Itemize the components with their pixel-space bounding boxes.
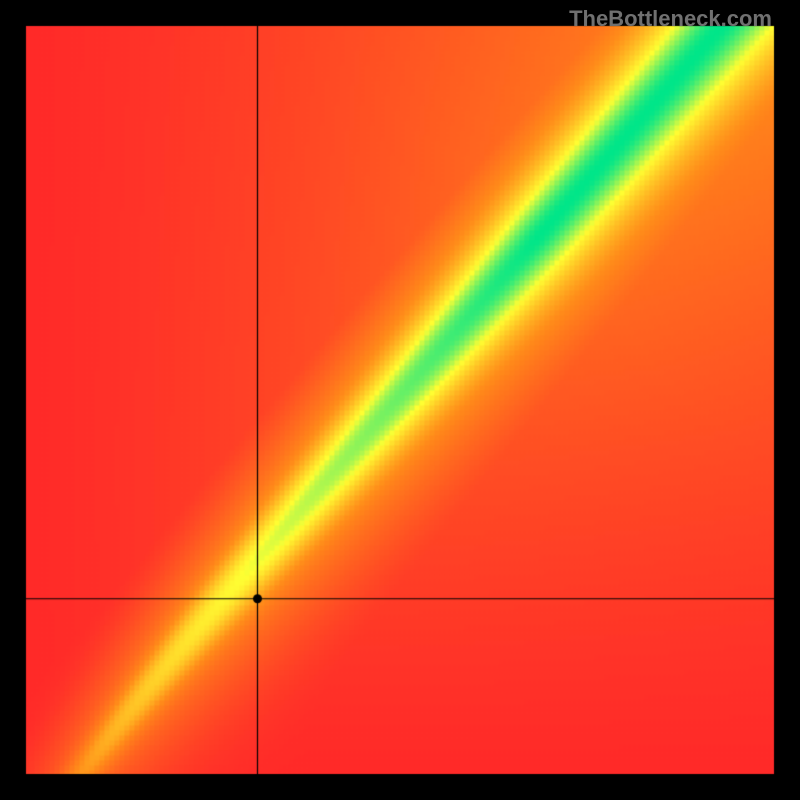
- heatmap-canvas: [0, 0, 800, 800]
- watermark-text: TheBottleneck.com: [569, 6, 772, 32]
- chart-container: TheBottleneck.com: [0, 0, 800, 800]
